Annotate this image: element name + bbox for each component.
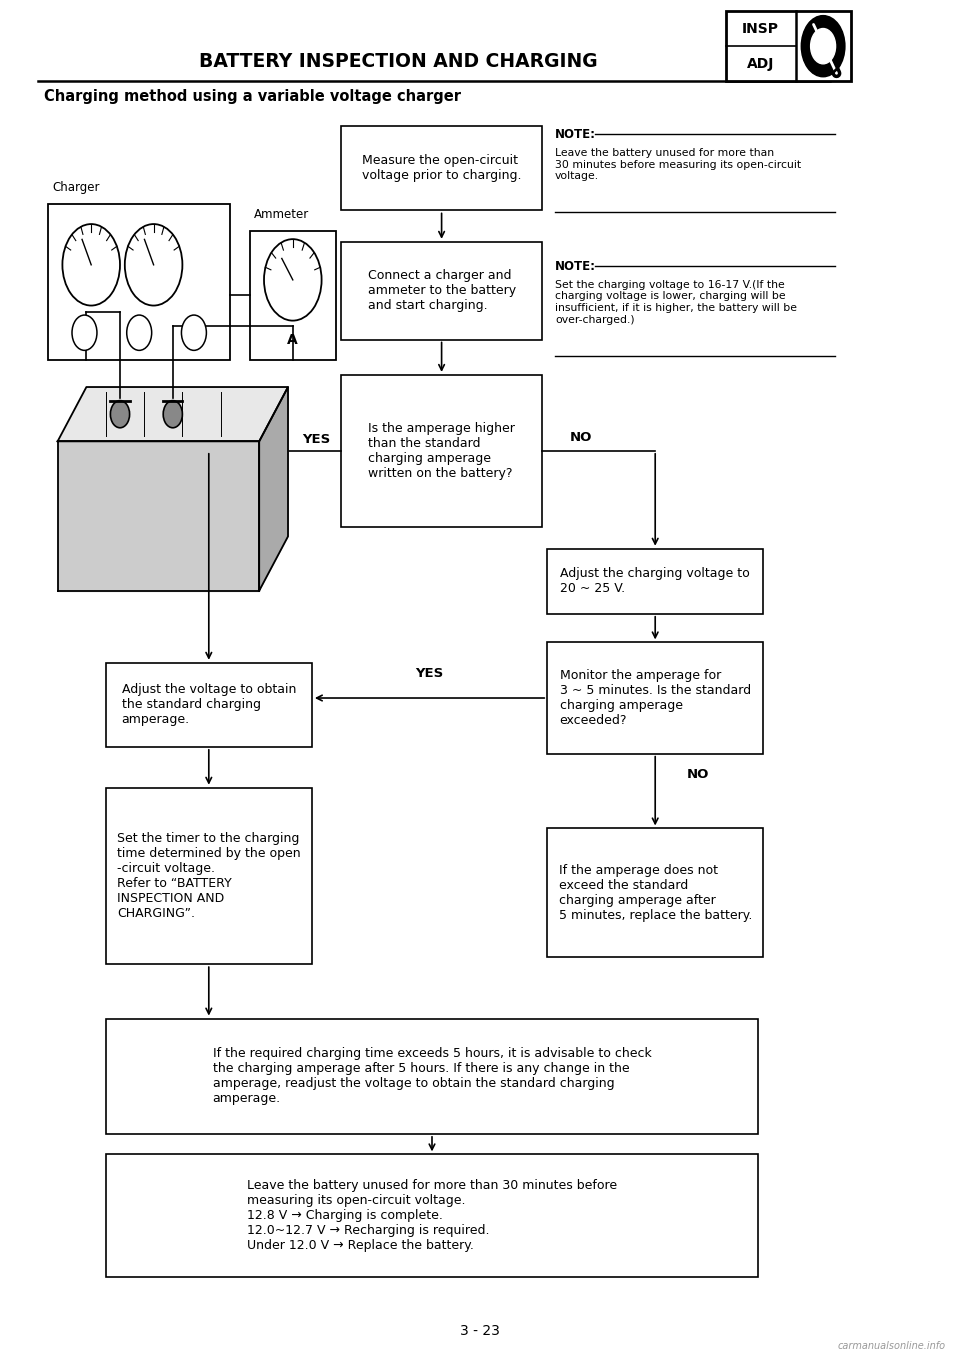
Circle shape xyxy=(810,29,835,64)
Text: YES: YES xyxy=(416,667,444,680)
FancyBboxPatch shape xyxy=(106,663,312,747)
Text: Adjust the charging voltage to
20 ~ 25 V.: Adjust the charging voltage to 20 ~ 25 V… xyxy=(561,568,750,595)
Text: Measure the open-circuit
voltage prior to charging.: Measure the open-circuit voltage prior t… xyxy=(362,155,521,182)
Text: Set the timer to the charging
time determined by the open
-circuit voltage.
Refe: Set the timer to the charging time deter… xyxy=(117,832,300,919)
FancyBboxPatch shape xyxy=(48,204,230,360)
Circle shape xyxy=(264,239,322,320)
Text: Charging method using a variable voltage charger: Charging method using a variable voltage… xyxy=(44,88,461,105)
Text: Charger: Charger xyxy=(53,181,100,194)
Text: NOTE:: NOTE: xyxy=(555,128,596,141)
Circle shape xyxy=(127,315,152,350)
Text: Leave the battery unused for more than 30 minutes before
measuring its open-circ: Leave the battery unused for more than 3… xyxy=(247,1179,617,1252)
FancyBboxPatch shape xyxy=(341,375,542,527)
Text: Adjust the voltage to obtain
the standard charging
amperage.: Adjust the voltage to obtain the standar… xyxy=(122,683,296,727)
FancyBboxPatch shape xyxy=(726,11,851,81)
Text: carmanualsonline.info: carmanualsonline.info xyxy=(837,1342,946,1351)
Circle shape xyxy=(181,315,206,350)
Text: Ammeter: Ammeter xyxy=(254,208,310,221)
Text: Leave the battery unused for more than
30 minutes before measuring its open-circ: Leave the battery unused for more than 3… xyxy=(555,148,801,181)
FancyBboxPatch shape xyxy=(250,231,336,360)
FancyBboxPatch shape xyxy=(547,642,763,754)
FancyBboxPatch shape xyxy=(106,1018,758,1134)
Circle shape xyxy=(802,16,844,76)
Text: If the amperage does not
exceed the standard
charging amperage after
5 minutes, : If the amperage does not exceed the stan… xyxy=(559,864,752,922)
Text: Connect a charger and
ammeter to the battery
and start charging.: Connect a charger and ammeter to the bat… xyxy=(368,269,516,312)
Text: Monitor the amperage for
3 ~ 5 minutes. Is the standard
charging amperage
exceed: Monitor the amperage for 3 ~ 5 minutes. … xyxy=(560,669,751,727)
Polygon shape xyxy=(58,441,259,591)
FancyBboxPatch shape xyxy=(341,242,542,340)
FancyBboxPatch shape xyxy=(547,549,763,614)
Text: NOTE:: NOTE: xyxy=(555,259,596,273)
Text: BATTERY INSPECTION AND CHARGING: BATTERY INSPECTION AND CHARGING xyxy=(199,52,598,71)
Polygon shape xyxy=(259,387,288,591)
Text: ADJ: ADJ xyxy=(747,57,775,71)
FancyBboxPatch shape xyxy=(341,126,542,210)
Text: Is the amperage higher
than the standard
charging amperage
written on the batter: Is the amperage higher than the standard… xyxy=(369,422,515,479)
Polygon shape xyxy=(58,387,288,441)
Text: A: A xyxy=(287,333,299,346)
Text: NO: NO xyxy=(687,767,709,781)
Text: Set the charging voltage to 16-17 V.(If the
charging voltage is lower, charging : Set the charging voltage to 16-17 V.(If … xyxy=(555,280,797,325)
FancyBboxPatch shape xyxy=(106,1154,758,1277)
Circle shape xyxy=(110,401,130,428)
Circle shape xyxy=(72,315,97,350)
Text: 3 - 23: 3 - 23 xyxy=(460,1324,500,1338)
FancyBboxPatch shape xyxy=(547,828,763,957)
Circle shape xyxy=(163,401,182,428)
Text: YES: YES xyxy=(302,433,331,447)
FancyBboxPatch shape xyxy=(106,788,312,964)
Text: NO: NO xyxy=(569,430,592,444)
Text: If the required charging time exceeds 5 hours, it is advisable to check
the char: If the required charging time exceeds 5 … xyxy=(212,1047,652,1105)
Text: INSP: INSP xyxy=(742,22,780,35)
